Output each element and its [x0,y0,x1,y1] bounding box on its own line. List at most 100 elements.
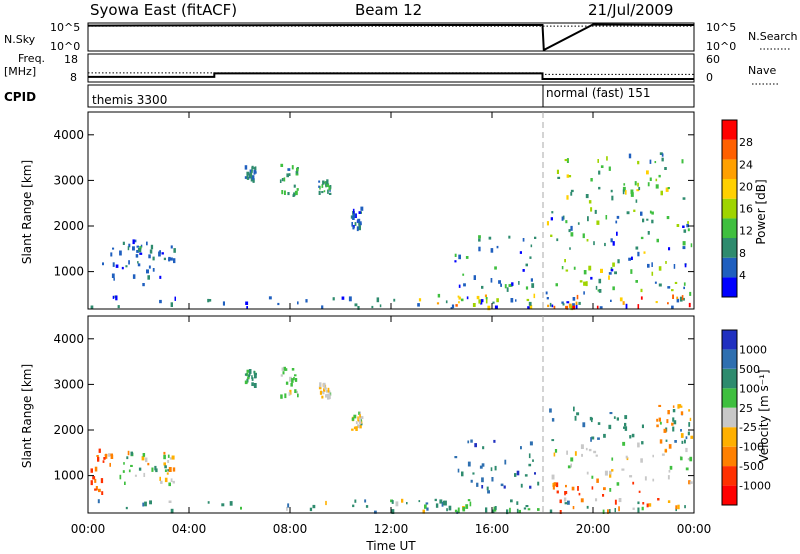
velocity-cell [559,510,562,514]
velocity-cell [155,468,158,473]
power-panel-frame [87,111,695,310]
velocity-cell [551,474,555,480]
power-cell [565,305,568,310]
power-cell [533,293,536,299]
velocity-cell [251,375,253,380]
power-cell [640,288,643,293]
velocity-cell [325,500,327,506]
power-cell [635,199,638,203]
velocity-cell [467,461,471,467]
power-cell [207,298,210,303]
velocity-cell [597,422,601,425]
velocity-cell [671,422,674,426]
power-cell [556,169,559,174]
power-cell [608,166,611,171]
velocity-cell [355,426,358,431]
velocity-cell [294,389,297,393]
power-cell [608,275,610,280]
velocity-cell [602,494,605,497]
velocity-cell [523,507,527,510]
power-cell [371,305,374,309]
power-cell [283,177,286,182]
velocity-cell [642,502,645,505]
velocity-cell [290,382,293,387]
power-cell [676,296,679,300]
power-cell [658,283,662,287]
velocity-cell [551,418,555,422]
power-cell [458,284,461,288]
power-cell [649,210,652,214]
velocity-cell [364,499,367,503]
power-cell [418,298,422,302]
velocity-cell [462,507,466,512]
velocity-cell [613,416,616,419]
power-cell [682,246,686,250]
power-cell [115,295,118,301]
power-cell [612,286,615,291]
velocity-cell [94,466,98,472]
velocity-cell [567,465,571,469]
power-cell [572,305,576,310]
power-cell [450,307,453,310]
velocity-cell [167,454,170,458]
power-cell [596,220,600,225]
power-cell [667,286,671,289]
power-cell [281,190,284,195]
power-cell [665,261,667,264]
power-cell [572,303,575,308]
power-cell [625,303,628,309]
power-cell [666,216,670,220]
power-cell [358,211,361,214]
power-cell [583,291,585,295]
velocity-cell [552,484,555,490]
power-cell [251,165,254,170]
velocity-cell [322,382,326,388]
velocity-colorbar-segment [722,407,737,428]
velocity-cell [125,506,128,510]
velocity-cell [448,505,452,511]
nave-line [88,72,694,75]
power-cell [332,297,335,301]
power-cell [622,301,625,305]
power-cell [616,215,620,219]
power-cell [683,286,685,290]
velocity-cell [632,481,635,485]
power-cell [161,252,164,255]
power-cell [612,241,615,246]
power-cell [360,211,362,214]
power-cell [222,301,225,306]
power-cell [451,304,455,309]
x-tick-label: 12:00 [374,522,409,536]
power-cell [637,182,639,187]
power-cell [393,298,396,302]
power-cell [484,294,487,298]
power-cell [291,165,294,170]
velocity-cell [611,469,614,472]
velocity-cell [97,499,100,504]
power-cell [656,238,659,243]
velocity-cell [102,460,105,463]
velocity-cell [637,501,640,505]
power-cell [112,262,115,267]
velocity-cell [668,470,671,473]
velocity-colorbar-frame [721,329,738,506]
power-cell [676,224,680,227]
velocity-cell [124,481,126,485]
velocity-cell [624,426,628,431]
velocity-cell [551,439,555,442]
power-ytick-label: 1000 [53,265,84,279]
power-cell [625,190,627,195]
power-cell [577,222,580,225]
velocity-cell [637,442,640,448]
power-cell [518,281,520,285]
power-colorbar-tick: 24 [739,158,753,171]
power-cell [628,153,632,159]
power-cell [640,236,644,240]
power-cell [163,257,166,261]
velocity-cell [109,462,111,467]
velocity-cell [514,473,517,477]
velocity-cell [328,390,331,396]
velocity-cell [688,480,691,485]
velocity-cell [672,417,675,422]
power-cell [646,218,649,221]
